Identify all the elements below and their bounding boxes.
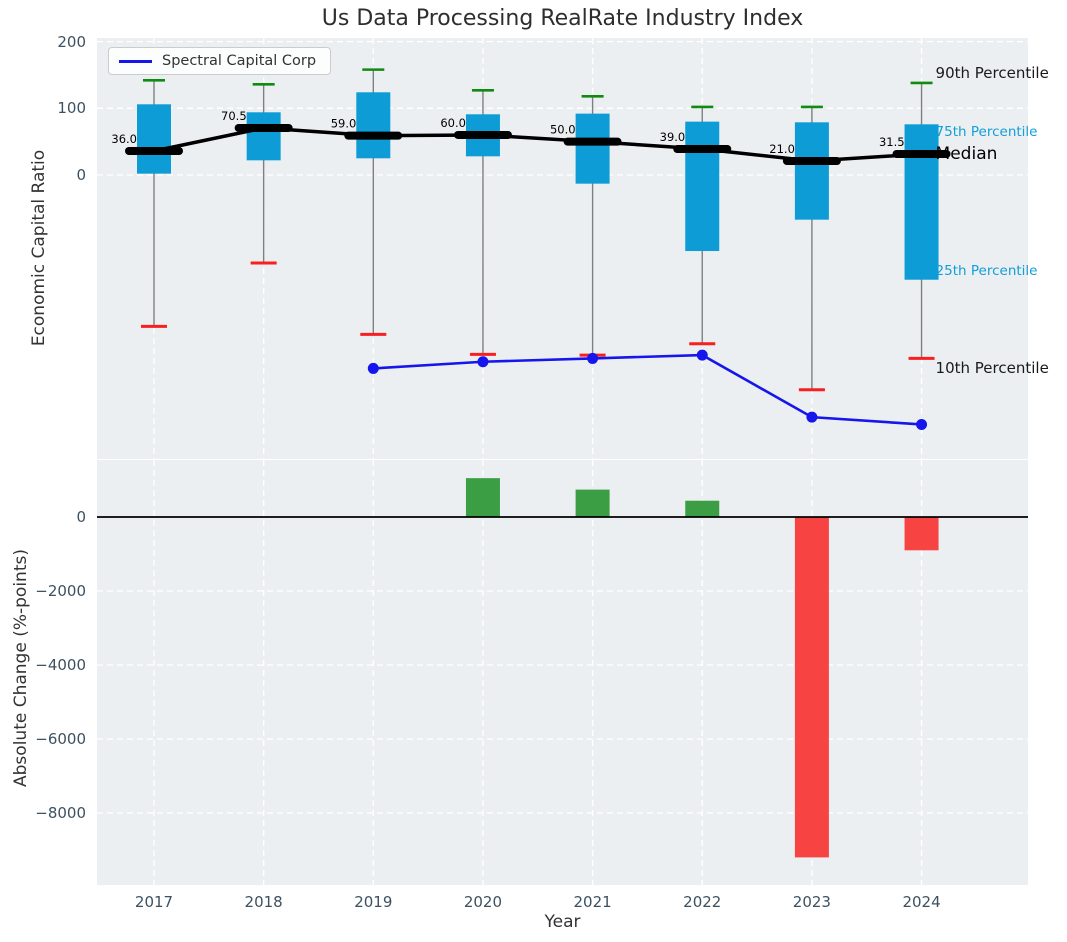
company-line bbox=[373, 353, 922, 426]
top-y-tick-0: 0 bbox=[76, 166, 86, 184]
x-tick-2020: 2020 bbox=[463, 893, 503, 911]
x-tick-2024: 2024 bbox=[902, 893, 941, 911]
x-tick-2019: 2019 bbox=[354, 893, 393, 911]
label-25th-percentile: 25th Percentile bbox=[935, 262, 1038, 279]
change-bar-2022 bbox=[685, 500, 720, 517]
x-axis-label: Year bbox=[544, 912, 581, 932]
change-bar-2020 bbox=[465, 478, 500, 517]
change-bar-2021 bbox=[575, 489, 610, 517]
change-bar-2023 bbox=[794, 517, 829, 858]
label-10th-percentile: 10th Percentile bbox=[935, 359, 1049, 378]
median-annotation-2021: 50.0 bbox=[550, 123, 576, 137]
median-annotation-2022: 39.0 bbox=[660, 130, 686, 144]
x-tick-2021: 2021 bbox=[573, 893, 612, 911]
legend-line-sample bbox=[119, 59, 152, 63]
company-marker bbox=[696, 349, 708, 361]
median-annotation-2023: 21.0 bbox=[769, 142, 795, 156]
label-90th-percentile: 90th Percentile bbox=[935, 63, 1049, 82]
legend-label: Spectral Capital Corp bbox=[162, 53, 317, 69]
median-annotation-2019: 59.0 bbox=[331, 117, 357, 131]
box-percentile-chart: 36.0 70.5 59.0 60.0 50.0 39.0 21.0 31.5 bbox=[97, 38, 1028, 459]
x-tick-2023: 2023 bbox=[792, 893, 831, 911]
company-marker bbox=[587, 352, 599, 364]
bar-chart bbox=[97, 460, 1028, 885]
iqr-box-2024 bbox=[904, 124, 939, 280]
label-75th-percentile: 75th Percentile bbox=[935, 124, 1038, 141]
iqr-box-2021 bbox=[575, 113, 610, 184]
bottom-y-tick--8000: −8000 bbox=[35, 804, 86, 822]
company-marker bbox=[916, 418, 928, 430]
bottom-y-tick--4000: −4000 bbox=[35, 656, 86, 674]
median-annotation-2024: 31.5 bbox=[879, 135, 905, 149]
bottom-y-tick--6000: −6000 bbox=[35, 730, 86, 748]
x-tick-2022: 2022 bbox=[683, 893, 722, 911]
company-marker bbox=[477, 356, 489, 368]
legend: Spectral Capital Corp bbox=[108, 47, 332, 75]
company-marker bbox=[806, 411, 818, 423]
median-annotation-2017: 36.0 bbox=[111, 132, 137, 146]
median-annotation-2018: 70.5 bbox=[221, 109, 247, 123]
bottom-plot-area bbox=[97, 460, 1028, 885]
iqr-box-2019 bbox=[356, 92, 391, 159]
bottom-y-tick--2000: −2000 bbox=[35, 582, 86, 600]
iqr-box-2017 bbox=[137, 104, 171, 174]
median-annotation-2020: 60.0 bbox=[440, 116, 466, 130]
iqr-box-2018 bbox=[246, 112, 281, 161]
iqr-box-2023 bbox=[794, 122, 829, 220]
x-tick-2018: 2018 bbox=[244, 893, 283, 911]
company-marker bbox=[367, 362, 379, 374]
chart-title: Us Data Processing RealRate Industry Ind… bbox=[321, 6, 804, 31]
top-y-tick-200: 200 bbox=[57, 32, 86, 51]
top-plot-area: 36.0 70.5 59.0 60.0 50.0 39.0 21.0 31.5 Spectra… bbox=[97, 38, 1049, 459]
x-tick-2017: 2017 bbox=[134, 893, 174, 911]
bottom-y-tick-0: 0 bbox=[76, 508, 86, 526]
iqr-box-2022 bbox=[685, 121, 720, 252]
change-bar-2024 bbox=[904, 517, 939, 551]
top-y-tick-100: 100 bbox=[57, 99, 86, 118]
label-median: Median bbox=[935, 143, 998, 164]
